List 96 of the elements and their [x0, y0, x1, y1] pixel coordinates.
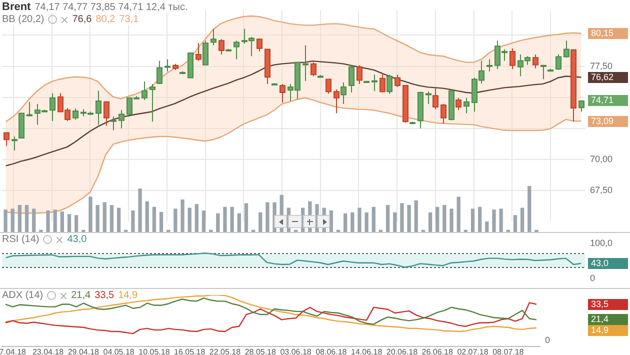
annotation: BB (20,2) — [2, 14, 44, 25]
y-tick-label: 0 — [590, 273, 596, 284]
chart-subtitle: 74,17 74,77 73,85 74,71 12,4 тыс. — [34, 2, 188, 12]
text: 73,09 — [588, 116, 628, 127]
bar — [223, 206, 227, 232]
bar — [386, 204, 390, 232]
bar — [230, 206, 234, 232]
bar — [10, 208, 14, 232]
bar — [202, 210, 206, 232]
bar — [244, 203, 248, 232]
x-tick-label: 29.04.18 — [68, 347, 100, 355]
x-tick-label: 23.04.18 — [32, 347, 64, 355]
bar — [159, 212, 164, 232]
annotation: 14,9 — [118, 290, 138, 301]
bar — [442, 204, 446, 232]
bar — [528, 186, 532, 232]
bar — [216, 213, 220, 232]
bar — [60, 211, 64, 232]
x-tick-label: 08.07.18 — [492, 347, 524, 355]
annotation: 33,5 — [94, 290, 114, 301]
bar — [520, 208, 524, 232]
bar — [499, 208, 503, 232]
bar — [266, 202, 270, 232]
bar — [188, 208, 192, 232]
y-tick-label: 67,50 — [590, 185, 613, 196]
bar — [96, 204, 100, 232]
bar — [364, 212, 368, 232]
bar — [258, 212, 262, 232]
bar — [492, 210, 496, 232]
annotation: 21,4 — [71, 290, 91, 301]
bar — [88, 196, 92, 232]
y-tick-label: 77,50 — [590, 60, 613, 71]
bar — [46, 210, 50, 232]
text: 33,5 — [588, 298, 628, 310]
bar — [344, 213, 348, 232]
bar — [407, 204, 411, 232]
bar — [4, 210, 8, 232]
chart-title: Brent — [2, 1, 31, 13]
bar — [393, 212, 397, 232]
bar — [372, 206, 376, 232]
bar — [237, 213, 241, 232]
annotation: 43,0 — [67, 234, 87, 245]
bar — [470, 208, 475, 232]
x-tick-label: 22.05.18 — [209, 347, 242, 355]
bar — [414, 200, 418, 232]
bar — [152, 206, 156, 232]
x-tick-label: 02.07.18 — [457, 347, 489, 355]
bar — [180, 199, 184, 232]
y-tick-label: 70,00 — [590, 154, 613, 164]
text: 0 — [545, 335, 550, 346]
annotation: 73,1 — [119, 14, 139, 25]
bar — [478, 206, 482, 232]
bar — [194, 204, 198, 232]
bar — [18, 204, 22, 232]
bar — [350, 212, 354, 232]
y-tick-label: 100,0 — [590, 238, 613, 248]
bar — [145, 201, 149, 232]
text: 21,4 — [588, 314, 628, 326]
text: 80,15 — [588, 28, 628, 39]
bar — [485, 222, 489, 232]
x-tick-label: 7.04.18 — [0, 347, 27, 355]
bar — [53, 210, 57, 232]
bar — [102, 202, 106, 232]
chart-title: ADX (14) — [2, 290, 44, 301]
bar — [456, 196, 460, 232]
bar — [358, 208, 362, 232]
bar — [110, 204, 114, 232]
x-tick-label: 08.06.18 — [316, 347, 348, 355]
x-tick-label: 28.05.18 — [244, 347, 277, 355]
text: 76,62 — [588, 72, 628, 83]
annotation: 80,2 — [96, 14, 116, 25]
text: 43,0 — [588, 258, 628, 269]
x-tick-label: 16.05.18 — [174, 347, 206, 355]
x-tick-label: 04.05.18 — [103, 347, 135, 355]
bar — [131, 210, 135, 232]
bar — [67, 214, 72, 232]
bar — [513, 215, 518, 232]
bar — [116, 208, 121, 232]
bar — [436, 206, 440, 232]
bar — [400, 203, 404, 232]
x-tick-label: 20.06.18 — [386, 347, 418, 355]
bar — [428, 212, 432, 232]
bar — [24, 204, 29, 232]
text: 14,9 — [588, 325, 628, 336]
annotation: 76,6 — [72, 14, 92, 25]
x-tick-label: 14.06.18 — [350, 347, 383, 355]
text: 74,71 — [588, 95, 628, 106]
bar — [138, 188, 142, 232]
bar — [450, 208, 454, 232]
bar — [32, 208, 36, 232]
x-tick-label: 10.05.18 — [138, 347, 170, 355]
bar — [74, 215, 78, 232]
bar — [174, 208, 178, 232]
x-tick-label: 03.06.18 — [280, 347, 312, 355]
chart-title: RSI (14) — [2, 234, 40, 245]
x-tick-label: 26.06.18 — [422, 347, 454, 355]
